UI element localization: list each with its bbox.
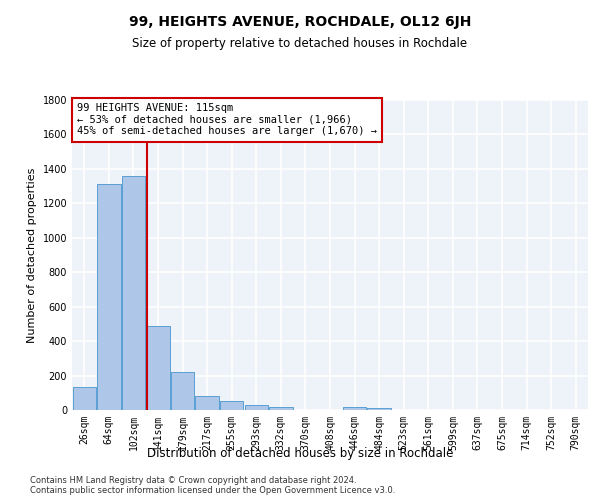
Text: 99 HEIGHTS AVENUE: 115sqm
← 53% of detached houses are smaller (1,966)
45% of se: 99 HEIGHTS AVENUE: 115sqm ← 53% of detac…: [77, 103, 377, 136]
Text: Contains HM Land Registry data © Crown copyright and database right 2024.
Contai: Contains HM Land Registry data © Crown c…: [30, 476, 395, 495]
Text: Size of property relative to detached houses in Rochdale: Size of property relative to detached ho…: [133, 38, 467, 51]
Bar: [245, 405, 268, 410]
Bar: [122, 176, 145, 410]
Bar: [343, 408, 366, 410]
Bar: [171, 372, 194, 410]
Text: 99, HEIGHTS AVENUE, ROCHDALE, OL12 6JH: 99, HEIGHTS AVENUE, ROCHDALE, OL12 6JH: [129, 15, 471, 29]
Bar: [367, 408, 391, 410]
Text: Distribution of detached houses by size in Rochdale: Distribution of detached houses by size …: [147, 448, 453, 460]
Bar: [73, 387, 96, 410]
Bar: [196, 396, 219, 410]
Bar: [146, 326, 170, 410]
Bar: [97, 184, 121, 410]
Y-axis label: Number of detached properties: Number of detached properties: [27, 168, 37, 342]
Bar: [220, 402, 244, 410]
Bar: [269, 406, 293, 410]
